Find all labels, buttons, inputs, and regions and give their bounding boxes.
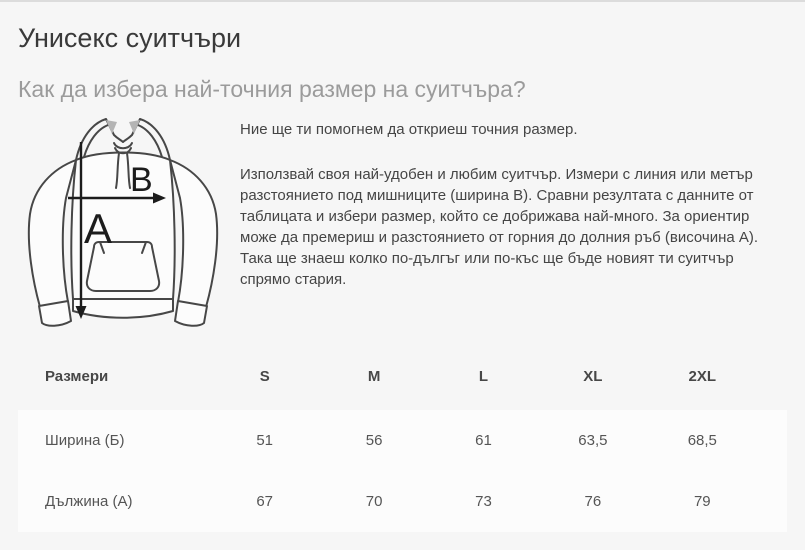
header-size-l: L bbox=[478, 367, 489, 385]
size-guide-page: Унисекс суитчъри Как да избера най-точни… bbox=[0, 23, 805, 533]
header-size-s: S bbox=[259, 367, 270, 385]
header-size-xl: XL bbox=[583, 367, 603, 385]
intro-text: Ние ще ти помогнем да откриеш точния раз… bbox=[240, 112, 787, 290]
intro-body: Използвай своя най-удобен и любим суитчъ… bbox=[240, 166, 759, 289]
table-row-length: Дължина (А) 67 70 73 76 79 bbox=[18, 471, 787, 532]
drawstring-left bbox=[115, 152, 120, 190]
hoodie-collar-line1 bbox=[113, 142, 133, 150]
size-table-header-row: Размери S M L XL 2XL bbox=[18, 342, 787, 410]
height-arrowhead-icon bbox=[75, 306, 87, 320]
hood-notch-left bbox=[106, 120, 117, 135]
hood-notch-right bbox=[129, 120, 140, 135]
length-s: 67 bbox=[256, 493, 274, 511]
width-l: 61 bbox=[475, 432, 492, 450]
width-xl: 63,5 bbox=[578, 432, 608, 450]
hoodie-pocket-slit-left bbox=[99, 241, 105, 255]
length-2xl: 79 bbox=[693, 493, 711, 511]
intro-lead: Ние ще ти помогнем да откриеш точния раз… bbox=[240, 121, 578, 139]
hoodie-hem bbox=[72, 298, 174, 320]
diagram-label-b: B bbox=[130, 161, 153, 199]
hoodie-left-cuff bbox=[38, 300, 72, 328]
header-size-2xl: 2XL bbox=[688, 367, 717, 385]
length-xl: 76 bbox=[584, 493, 602, 511]
hoodie-hood-outline bbox=[75, 118, 171, 162]
header-sizes: Размери bbox=[45, 367, 109, 385]
row-label-width: Ширина (Б) bbox=[45, 432, 125, 450]
hoodie-pocket bbox=[85, 241, 161, 293]
hoodie-collar-line2 bbox=[114, 147, 132, 155]
hoodie-hood-inner-right bbox=[137, 124, 163, 159]
size-table: Размери S M L XL 2XL Ширина (Б) 51 56 61… bbox=[18, 342, 787, 533]
width-2xl: 68,5 bbox=[687, 432, 717, 450]
header-size-m: M bbox=[367, 367, 381, 385]
hoodie-size-diagram: B A bbox=[18, 112, 228, 332]
hoodie-left-sleeve bbox=[27, 159, 77, 309]
width-s: 51 bbox=[256, 432, 274, 450]
row-label-length: Дължина (А) bbox=[45, 493, 133, 511]
width-arrowhead-icon bbox=[153, 192, 166, 204]
hoodie-pocket-slit-right bbox=[141, 241, 147, 255]
width-m: 56 bbox=[365, 432, 383, 450]
size-table-body: Ширина (Б) 51 56 61 63,5 68,5 Дължина (А… bbox=[18, 410, 787, 533]
hoodie-illustration: B A bbox=[27, 118, 219, 328]
intro-section: B A Ние ще ти помогнем да откриеш точния… bbox=[18, 112, 787, 332]
hoodie-right-sleeve bbox=[169, 159, 219, 309]
hoodie-hood-inner-left bbox=[83, 124, 109, 159]
page-title: Унисекс суитчъри bbox=[18, 23, 242, 53]
page-subtitle: Как да избера най-точния размер на суитч… bbox=[18, 76, 526, 103]
diagram-label-a: A bbox=[84, 205, 112, 252]
length-l: 73 bbox=[475, 493, 492, 511]
hoodie-right-cuff bbox=[174, 300, 208, 328]
table-row-width: Ширина (Б) 51 56 61 63,5 68,5 bbox=[18, 410, 787, 471]
drawstring-right bbox=[126, 152, 131, 190]
length-m: 70 bbox=[365, 493, 383, 511]
